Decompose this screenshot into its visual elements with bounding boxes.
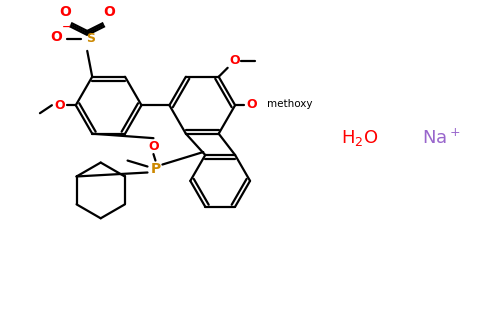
Text: O: O <box>103 5 115 19</box>
Text: $\mathsf{Na^+}$: $\mathsf{Na^+}$ <box>422 128 461 148</box>
Text: $\mathsf{H_2O}$: $\mathsf{H_2O}$ <box>341 128 378 148</box>
Text: O: O <box>148 140 159 153</box>
Text: O: O <box>54 99 65 112</box>
Text: O: O <box>60 5 72 19</box>
Text: O: O <box>230 54 240 67</box>
Text: O: O <box>50 30 62 44</box>
Text: S: S <box>86 33 94 46</box>
Text: −: − <box>62 22 71 32</box>
Text: P: P <box>150 162 160 175</box>
Text: O: O <box>246 98 258 111</box>
Text: methoxy: methoxy <box>267 99 312 109</box>
